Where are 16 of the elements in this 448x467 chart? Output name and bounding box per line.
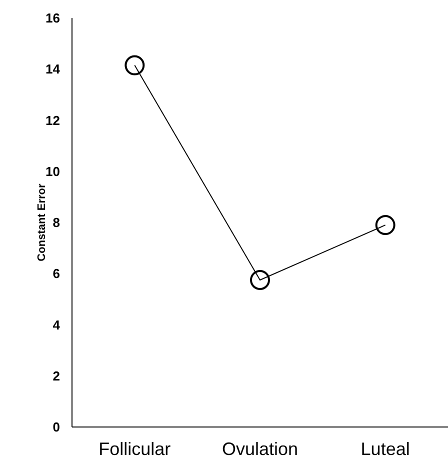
y-axis-title: Constant Error [36,182,48,262]
point [375,215,396,236]
x-tick-label: Luteal [360,439,410,459]
y-tick-label: 12 [46,112,60,128]
point [124,55,145,76]
point [250,270,270,290]
y-tick-label: 16 [46,10,60,26]
x-tick-label: Follicular [98,439,171,459]
y-tick-label: 2 [52,368,60,384]
y-tick-label: 10 [46,164,60,179]
y-tick-label: 6 [52,266,60,282]
y-tick-label: 4 [52,317,61,332]
y-tick-label: 8 [52,215,60,230]
y-tick-label: 0 [52,420,60,435]
x-tick-label: Ovulation [222,439,298,459]
y-tick-label: 14 [46,62,61,77]
